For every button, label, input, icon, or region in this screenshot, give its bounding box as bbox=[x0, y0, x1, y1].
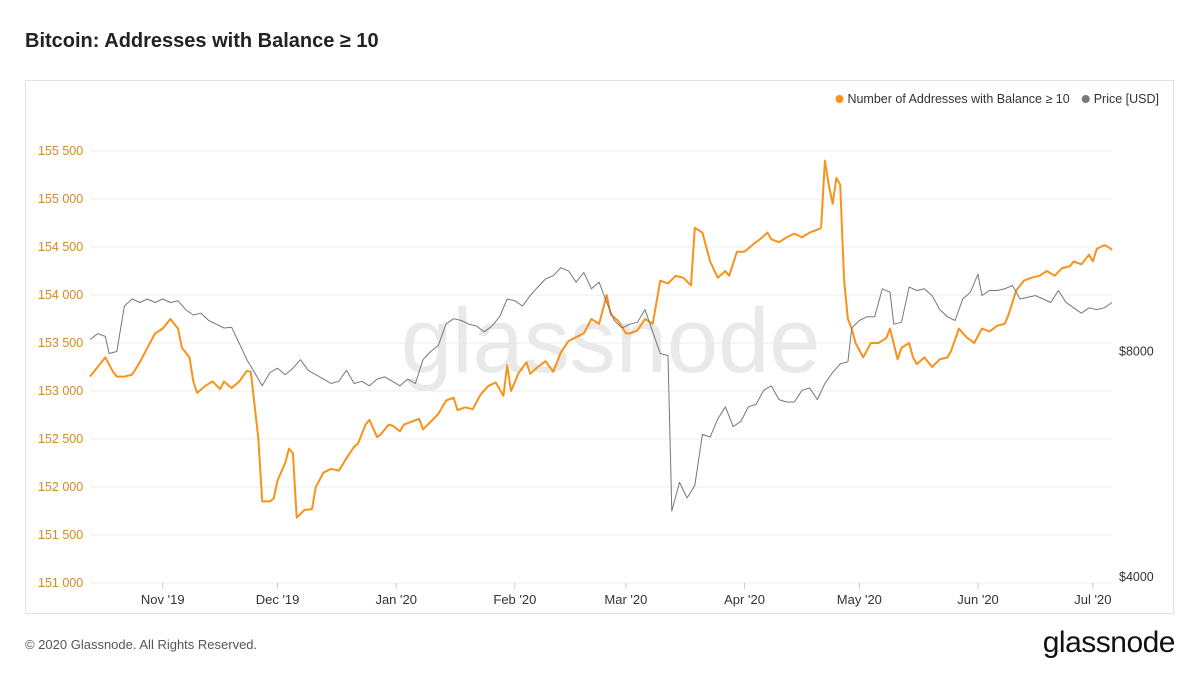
y-left-tick-label: 151 000 bbox=[38, 576, 83, 590]
legend-marker bbox=[1081, 95, 1090, 103]
legend: Price [USD] Number of Addresses with Bala… bbox=[835, 92, 1159, 106]
watermark: glassnode bbox=[401, 290, 820, 392]
y-right-tick-label: $8000 bbox=[1119, 345, 1154, 359]
x-tick-label: Dec '19 bbox=[256, 592, 300, 607]
y-left-tick-label: 155 000 bbox=[38, 192, 83, 206]
chart-panel: glassnode 151 000 151 500 152 000 152 500 15… bbox=[25, 80, 1174, 614]
x-tick-label: Jun '20 bbox=[957, 592, 999, 607]
y-left-tick-label: 154 000 bbox=[38, 288, 83, 302]
addresses-series-line bbox=[89, 159, 1113, 519]
axis-labels: 151 000 151 500 152 000 152 500 153 000 153 5… bbox=[38, 144, 1154, 607]
y-left-tick-label: 154 500 bbox=[38, 240, 83, 254]
x-tick-label: Apr '20 bbox=[724, 592, 765, 607]
legend-marker bbox=[835, 95, 844, 103]
y-left-tick-label: 152 500 bbox=[38, 432, 83, 446]
y-left-tick-label: 152 000 bbox=[38, 480, 83, 494]
copyright-text: © 2020 Glassnode. All Rights Reserved. bbox=[25, 637, 258, 652]
x-tick-label: Jan '20 bbox=[375, 592, 417, 607]
x-tick-label: Jul '20 bbox=[1074, 592, 1111, 607]
x-tick-label: May '20 bbox=[837, 592, 882, 607]
series-layer bbox=[89, 159, 1113, 519]
y-right-tick-label: $4000 bbox=[1119, 570, 1154, 584]
y-left-tick-label: 153 000 bbox=[38, 384, 83, 398]
glassnode-logo[interactable]: glassnode bbox=[1042, 626, 1176, 659]
x-tick-label: Feb '20 bbox=[493, 592, 536, 607]
price-series-line bbox=[89, 267, 1113, 512]
legend-label: Price [USD] bbox=[1094, 92, 1159, 106]
y-left-tick-label: 155 500 bbox=[38, 144, 83, 158]
x-tick-label: Nov '19 bbox=[141, 592, 185, 607]
y-left-tick-label: 151 500 bbox=[38, 528, 83, 542]
legend-label: Number of Addresses with Balance ≥ 10 bbox=[847, 92, 1069, 106]
chart-title: Bitcoin: Addresses with Balance ≥ 10 bbox=[25, 30, 379, 52]
y-left-tick-label: 153 500 bbox=[38, 336, 83, 350]
x-tick-label: Mar '20 bbox=[604, 592, 647, 607]
